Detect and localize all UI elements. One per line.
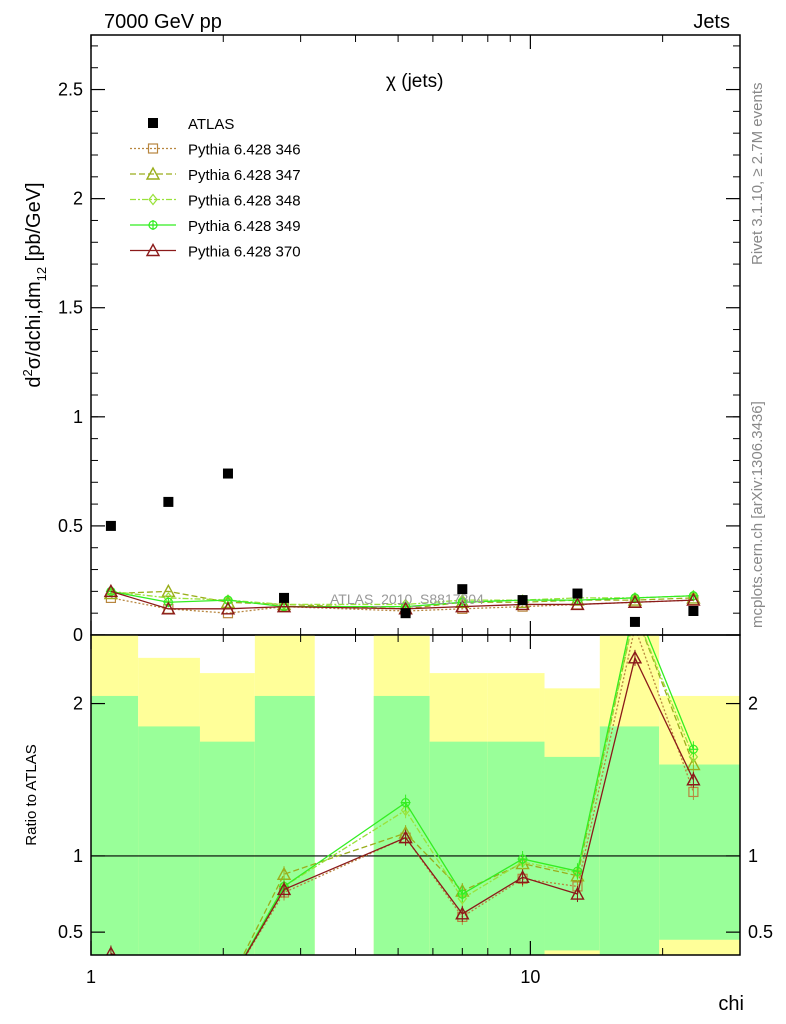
ratio-point [400, 797, 411, 808]
ratio-tick-label: 1 [73, 846, 83, 866]
lower-band-bin [659, 939, 740, 955]
ratio-point [688, 750, 699, 763]
inner-band-bin [373, 695, 430, 955]
ratio-tick-label: 2 [73, 694, 83, 714]
data-point [688, 606, 699, 616]
ratio-point [515, 869, 530, 883]
top-panel-axes: 0 0.5 1 1.5 2 2.5 [58, 35, 741, 645]
data-point [222, 468, 233, 479]
series-point [688, 590, 699, 601]
inner-band-bin [487, 741, 545, 955]
legend-label: ATLAS [188, 116, 234, 133]
legend-label: Pythia 6.428 348 [188, 193, 301, 210]
series-point [686, 592, 701, 606]
data-point [629, 616, 640, 627]
ratio-line [244, 635, 695, 955]
series-point [220, 601, 236, 615]
ratio-point [457, 889, 468, 900]
series-line [110, 590, 694, 610]
ratio-line [245, 635, 695, 955]
ratio-tick-label: 2 [748, 694, 758, 714]
mcplots-label: mcplots.cern.ch [arXiv:1306.3436] [749, 401, 766, 628]
legend-marker [145, 243, 161, 257]
top-y-label: d2σ/dchi,dm12 [pb/GeV] [20, 182, 49, 387]
ratio-series [106, 635, 701, 955]
ratio-series-group [106, 635, 701, 955]
ratio-point [276, 882, 292, 896]
top-panel-series [103, 468, 701, 627]
inner-band-bin [138, 726, 200, 955]
inner-band-bin [659, 764, 740, 955]
x-tick-label: 10 [520, 967, 540, 987]
series-line [110, 590, 694, 606]
data-point [457, 584, 468, 595]
legend-label: Pythia 6.428 349 [188, 218, 301, 235]
data-point [279, 592, 290, 603]
ratio-point [686, 757, 701, 771]
ratio-tick-label: 0.5 [58, 922, 83, 942]
legend: ATLAS Pythia 6.428 346 Pythia 6.428 347 Pyt… [130, 116, 301, 261]
series-line [110, 590, 694, 610]
ratio-point [400, 804, 411, 817]
ratio-tick-label: 1 [748, 846, 758, 866]
bottom-y-label: Ratio to ATLAS [23, 744, 40, 845]
series-point [161, 601, 176, 615]
y-tick-label: 0 [73, 625, 83, 645]
inner-band-bin [429, 741, 488, 955]
data-point [517, 595, 528, 606]
legend-marker [148, 118, 158, 128]
legend-marker [148, 220, 158, 230]
series-point [276, 599, 292, 613]
series-point [161, 583, 176, 598]
lower-band-bin [544, 950, 600, 955]
ratio-point [627, 650, 643, 664]
series-point [455, 599, 470, 613]
series-point [103, 583, 119, 598]
series-line [110, 590, 694, 608]
data-point [572, 588, 583, 599]
y-tick-label: 1.5 [58, 298, 83, 318]
inner-band-bin [91, 695, 139, 955]
y-tick-label: 0.5 [58, 516, 83, 536]
legend-marker [145, 166, 161, 180]
legend-label: Pythia 6.428 346 [188, 142, 301, 159]
analysis-watermark: ATLAS_2010_S8817804 [330, 591, 484, 607]
ratio-point [570, 868, 585, 882]
ratio-point [570, 886, 585, 900]
header-right: Jets [693, 11, 730, 33]
legend-label: Pythia 6.428 347 [188, 167, 301, 184]
ratio-tick-label: 0.5 [748, 922, 773, 942]
top-panel-title: χ (jets) [386, 71, 443, 92]
ratio-point [688, 744, 699, 755]
legend-marker [147, 143, 159, 154]
data-point [163, 496, 174, 507]
ratio-point [398, 830, 413, 844]
inner-band-bin [199, 741, 255, 955]
data-point [400, 608, 411, 619]
ratio-point [106, 946, 116, 955]
legend-marker [148, 193, 158, 206]
inner-band-bin [254, 695, 315, 955]
ratio-uncertainty-bands [91, 635, 740, 955]
y-tick-label: 2.5 [58, 80, 83, 100]
header-left: 7000 GeV pp [104, 11, 222, 33]
y-tick-label: 1 [73, 407, 83, 427]
series-point [570, 596, 585, 611]
bottom-panel-frame [90, 634, 741, 956]
x-axis-label: chi [718, 993, 744, 1015]
ratio-point [455, 906, 470, 920]
legend-label: Pythia 6.428 370 [188, 244, 301, 261]
ratio-line [110, 655, 694, 955]
series-point [627, 594, 643, 608]
ratio-point [517, 854, 528, 864]
inner-band-bin [599, 726, 660, 955]
y-tick-label: 2 [73, 189, 83, 209]
ratio-point [572, 866, 583, 877]
rivet-label: Rivet 3.1.10, ≥ 2.7M events [749, 83, 766, 266]
ratio-point [686, 772, 701, 786]
data-point [105, 520, 116, 531]
bottom-panel-axes: 0.5 0.5 1 1 2 2 1 10 [58, 635, 773, 987]
x-tick-label: 1 [86, 967, 96, 987]
